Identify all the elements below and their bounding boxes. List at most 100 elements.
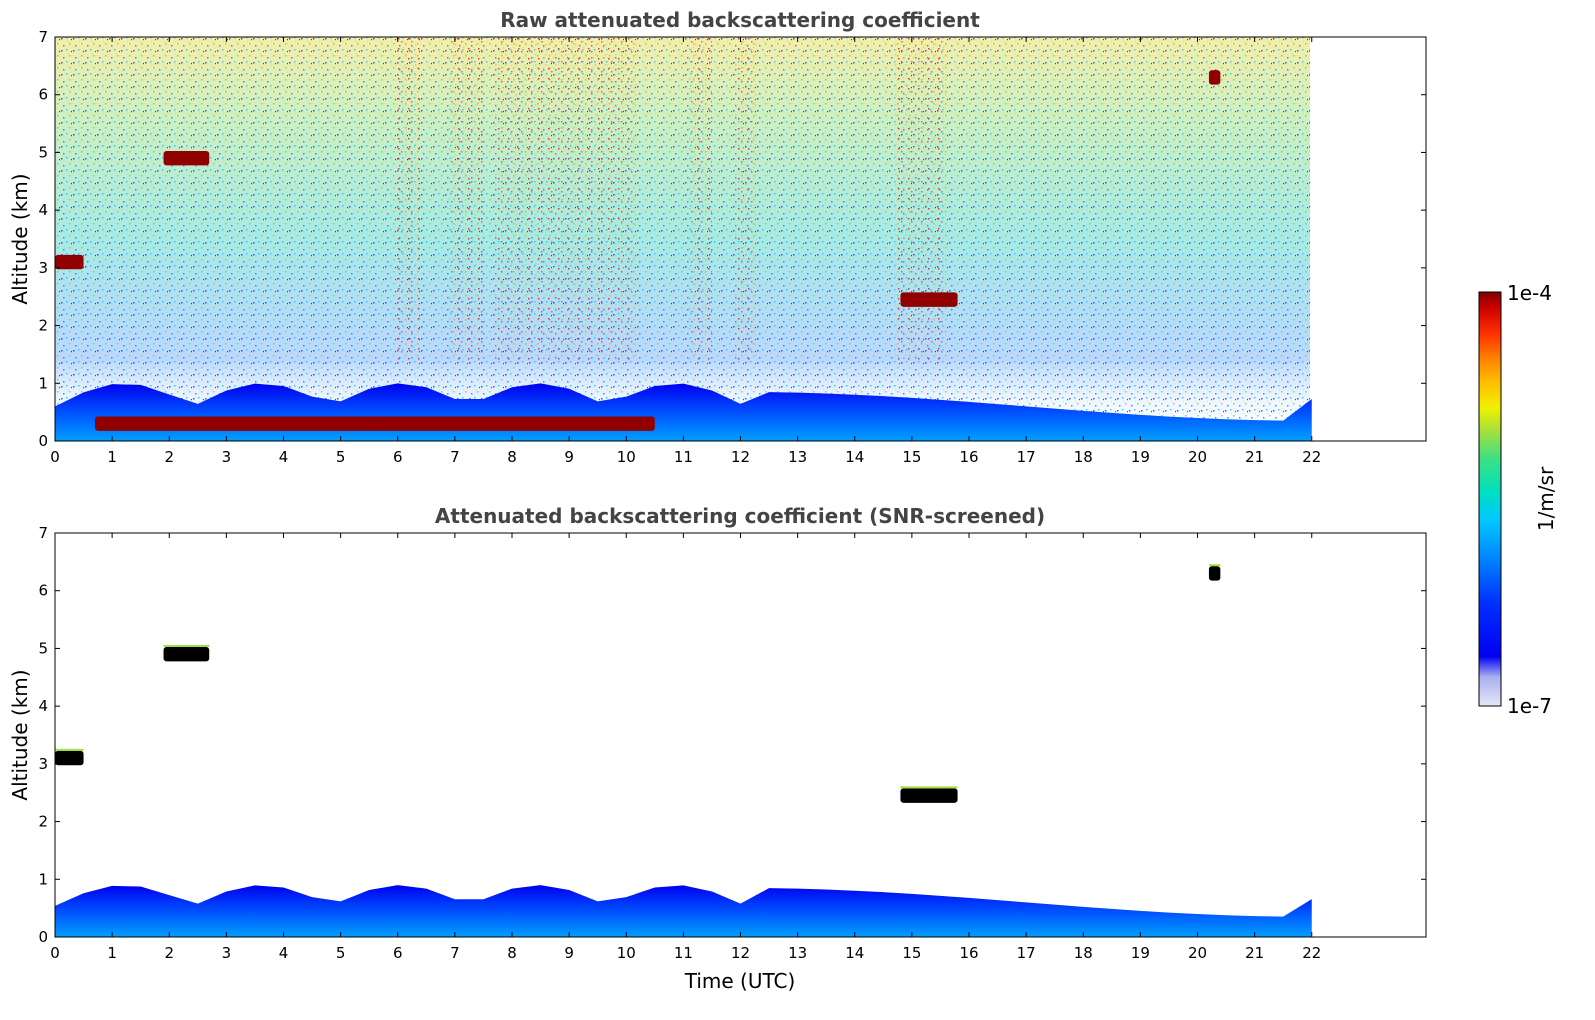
x-tick-label: 7 [450,944,460,962]
x-tick-label: 1 [107,448,117,466]
x-tick-label: 8 [507,448,517,466]
y-tick-label: 5 [38,639,48,657]
x-tick-label: 18 [1074,944,1093,962]
x-tick-label: 11 [674,944,693,962]
x-tick-label: 2 [164,448,174,466]
x-tick-label: 9 [564,944,574,962]
y-tick-label: 5 [38,143,48,161]
x-tick-label: 15 [902,448,921,466]
x-tick-label: 0 [50,448,60,466]
x-tick-label: 7 [450,448,460,466]
y-tick-label: 6 [38,86,48,104]
x-tick-label: 3 [222,944,232,962]
boundary-layer-aerosol [55,885,1312,937]
y-tick-label: 3 [38,259,48,277]
raw-y-axis: 0 1 2 3 4 5 6 7 [38,28,1426,450]
y-tick-label: 4 [38,201,48,219]
cloud-3km [55,254,84,270]
raw-heatmap-area [55,37,1312,441]
raw-noise-speckle [55,37,1310,441]
raw-y-axis-label: Altitude (km) [8,173,32,304]
x-tick-label: 22 [1302,448,1321,466]
x-tick-label: 11 [674,448,693,466]
x-tick-label: 20 [1188,448,1207,466]
x-tick-label: 9 [564,448,574,466]
cloud-5km [163,646,210,662]
x-tick-label: 12 [731,944,750,962]
raw-panel-title: Raw attenuated backscattering coefficien… [500,8,980,32]
x-tick-label: 17 [1017,944,1036,962]
snr-heatmap-area [55,564,1312,937]
x-tick-label: 1 [107,944,117,962]
x-tick-label: 0 [50,944,60,962]
x-tick-label: 17 [1017,448,1036,466]
y-tick-label: 1 [38,870,48,888]
x-tick-label: 12 [731,448,750,466]
noise-band [494,37,638,361]
x-tick-label: 14 [845,448,864,466]
x-tick-label: 16 [959,944,978,962]
snr-y-axis: 0 1 2 3 4 5 6 7 [38,524,1426,946]
x-tick-label: 10 [617,944,636,962]
cloud-5km-edge [163,644,210,647]
noise-band [449,37,484,361]
x-tick-label: 13 [788,448,807,466]
y-tick-label: 4 [38,697,48,715]
cloud-3km-edge [55,748,84,751]
snr-y-axis-label: Altitude (km) [8,669,32,800]
x-tick-label: 19 [1131,944,1150,962]
low-cloud-0.3km [94,416,655,431]
x-tick-label: 21 [1245,944,1264,962]
colorbar-unit-label: 1/m/sr [1534,466,1558,531]
colorbar-min-label: 1e-7 [1507,694,1552,718]
x-tick-label: 4 [279,448,289,466]
snr-screened-panel: Attenuated backscattering coefficient (S… [8,504,1427,993]
y-tick-label: 2 [38,317,48,335]
snr-plot-frame [54,532,1427,938]
cloud-5km [163,150,210,166]
y-tick-label: 6 [38,582,48,600]
x-tick-label: 5 [336,944,346,962]
y-tick-label: 1 [38,374,48,392]
colorbar-gradient [1478,291,1502,707]
x-tick-label: 15 [902,944,921,962]
y-tick-label: 7 [38,524,48,542]
cloud-2.4km [900,292,958,307]
y-tick-label: 0 [38,928,48,946]
raw-backscatter-panel: Raw attenuated backscattering coefficien… [8,8,1427,466]
cloud-2.4km-edge [900,786,958,789]
cloud-3km [55,750,84,766]
cloud-6.3km [1208,566,1221,581]
noise-band [689,37,712,361]
x-tick-label: 21 [1245,448,1264,466]
x-tick-label: 10 [617,448,636,466]
y-tick-label: 7 [38,28,48,46]
colorbar-max-label: 1e-4 [1507,281,1552,305]
noise-band [734,37,758,361]
y-tick-label: 3 [38,755,48,773]
x-tick-label: 6 [393,448,403,466]
x-axis-label: Time (UTC) [684,969,796,993]
raw-x-axis: 0 1 2 3 4 5 6 7 8 9 10 11 12 13 14 15 16 17 18 19 20 21 22 [50,37,1321,466]
snr-panel-title: Attenuated backscattering coefficient (S… [435,504,1045,528]
y-tick-label: 2 [38,813,48,831]
snr-x-axis: 0 1 2 3 4 5 6 7 8 9 10 11 12 13 14 15 16 17 18 19 20 21 22 [50,533,1321,962]
x-tick-label: 19 [1131,448,1150,466]
x-tick-label: 13 [788,944,807,962]
x-tick-label: 16 [959,448,978,466]
snr-features [55,564,1312,937]
noise-band [894,37,947,361]
raw-features [55,37,1312,441]
x-tick-label: 6 [393,944,403,962]
x-tick-label: 8 [507,944,517,962]
x-tick-label: 2 [164,944,174,962]
x-tick-label: 3 [222,448,232,466]
x-tick-label: 18 [1074,448,1093,466]
y-tick-label: 0 [38,432,48,450]
colorbar: 1e-4 1e-7 1/m/sr [1478,281,1558,718]
x-tick-label: 4 [279,944,289,962]
noise-band [397,37,421,361]
cloud-2.4km [900,788,958,803]
cloud-6.3km [1208,70,1221,85]
